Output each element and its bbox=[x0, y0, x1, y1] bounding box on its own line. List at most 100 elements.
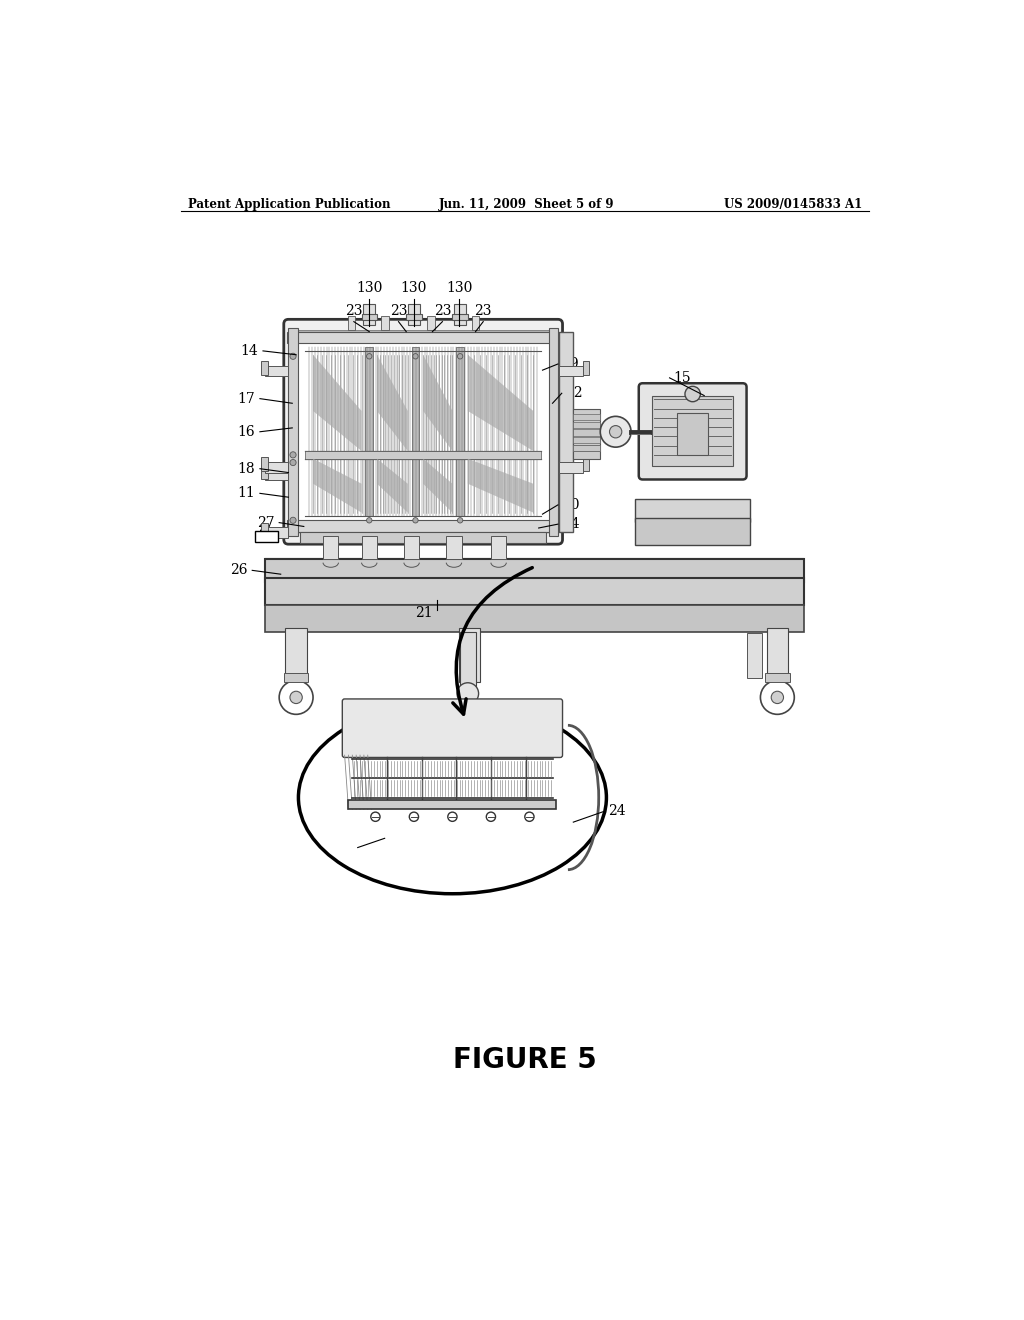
Ellipse shape bbox=[298, 701, 606, 894]
Text: 130: 130 bbox=[356, 281, 382, 296]
Circle shape bbox=[413, 517, 418, 523]
Polygon shape bbox=[377, 459, 408, 512]
Bar bbox=[265, 527, 289, 539]
Circle shape bbox=[486, 812, 496, 821]
Polygon shape bbox=[313, 459, 361, 512]
FancyBboxPatch shape bbox=[639, 383, 746, 479]
Circle shape bbox=[367, 354, 372, 359]
FancyBboxPatch shape bbox=[295, 331, 551, 533]
Bar bbox=[746, 634, 762, 678]
Bar bbox=[366, 347, 373, 516]
Circle shape bbox=[685, 387, 700, 401]
Text: 15: 15 bbox=[674, 371, 691, 385]
Bar bbox=[265, 470, 289, 480]
Text: 19: 19 bbox=[562, 356, 580, 371]
Bar bbox=[573, 445, 600, 451]
Bar bbox=[284, 673, 308, 682]
Text: Jun. 11, 2009  Sheet 5 of 9: Jun. 11, 2009 Sheet 5 of 9 bbox=[438, 198, 614, 211]
Bar bbox=[305, 451, 541, 459]
Bar bbox=[265, 366, 289, 376]
Bar bbox=[361, 536, 377, 558]
Text: 20: 20 bbox=[562, 498, 580, 512]
Bar bbox=[559, 462, 583, 473]
Bar bbox=[348, 317, 355, 330]
Bar bbox=[446, 536, 462, 558]
Text: FIGURE 5: FIGURE 5 bbox=[453, 1047, 597, 1074]
Bar bbox=[573, 409, 600, 459]
Bar bbox=[265, 578, 804, 605]
Circle shape bbox=[458, 354, 463, 359]
Bar bbox=[287, 520, 559, 532]
Text: Patent Application Publication: Patent Application Publication bbox=[188, 198, 391, 211]
Text: 23: 23 bbox=[345, 304, 362, 318]
Bar bbox=[427, 317, 435, 330]
Bar bbox=[453, 314, 468, 321]
Bar bbox=[287, 331, 559, 343]
Bar bbox=[573, 429, 600, 436]
Text: 27: 27 bbox=[257, 516, 274, 529]
Bar bbox=[412, 347, 419, 516]
Circle shape bbox=[600, 416, 631, 447]
Text: 21: 21 bbox=[416, 606, 433, 619]
Bar bbox=[403, 536, 419, 558]
Text: 23: 23 bbox=[390, 304, 408, 318]
Polygon shape bbox=[468, 459, 534, 512]
Bar bbox=[765, 673, 790, 682]
Circle shape bbox=[609, 425, 622, 438]
Bar bbox=[559, 366, 583, 376]
Bar bbox=[408, 304, 420, 326]
Text: 24: 24 bbox=[608, 804, 626, 818]
Text: 23: 23 bbox=[474, 304, 492, 318]
Polygon shape bbox=[423, 459, 453, 512]
Bar bbox=[635, 517, 751, 545]
Bar bbox=[286, 628, 307, 682]
Bar bbox=[381, 317, 388, 330]
Bar bbox=[490, 536, 506, 558]
Bar bbox=[261, 360, 267, 375]
Bar bbox=[348, 800, 556, 809]
Bar bbox=[265, 462, 289, 473]
Bar bbox=[457, 347, 464, 516]
Bar bbox=[767, 628, 788, 682]
Bar bbox=[677, 413, 708, 455]
Bar bbox=[472, 317, 479, 330]
Bar bbox=[583, 457, 589, 471]
Circle shape bbox=[371, 812, 380, 821]
Bar bbox=[635, 499, 751, 521]
Bar bbox=[559, 331, 573, 532]
Circle shape bbox=[367, 517, 372, 523]
Bar bbox=[652, 396, 733, 466]
Circle shape bbox=[458, 517, 463, 523]
Circle shape bbox=[457, 682, 478, 705]
Text: 16: 16 bbox=[238, 425, 255, 438]
Bar bbox=[549, 327, 558, 536]
Bar bbox=[407, 314, 422, 321]
Text: 12: 12 bbox=[565, 387, 584, 400]
Bar bbox=[573, 437, 600, 444]
Text: 27: 27 bbox=[336, 841, 354, 854]
Text: 130: 130 bbox=[446, 281, 472, 296]
Text: 14: 14 bbox=[240, 345, 258, 358]
Bar bbox=[289, 327, 298, 536]
Polygon shape bbox=[468, 355, 534, 451]
Bar bbox=[454, 304, 466, 326]
Bar bbox=[265, 558, 804, 582]
Text: 24: 24 bbox=[562, 517, 580, 531]
Text: 17: 17 bbox=[238, 392, 255, 405]
Bar bbox=[573, 422, 600, 428]
Circle shape bbox=[447, 812, 457, 821]
Bar bbox=[459, 628, 480, 682]
Text: US 2009/0145833 A1: US 2009/0145833 A1 bbox=[724, 198, 862, 211]
Text: 130: 130 bbox=[400, 281, 427, 296]
Text: 23: 23 bbox=[433, 304, 452, 318]
Circle shape bbox=[290, 692, 302, 704]
Circle shape bbox=[290, 354, 296, 359]
Circle shape bbox=[290, 459, 296, 466]
Bar bbox=[261, 523, 267, 536]
Circle shape bbox=[280, 681, 313, 714]
FancyBboxPatch shape bbox=[342, 700, 562, 758]
Bar bbox=[255, 531, 279, 543]
Bar bbox=[573, 445, 600, 451]
Text: 25: 25 bbox=[258, 529, 275, 544]
Circle shape bbox=[290, 451, 296, 458]
